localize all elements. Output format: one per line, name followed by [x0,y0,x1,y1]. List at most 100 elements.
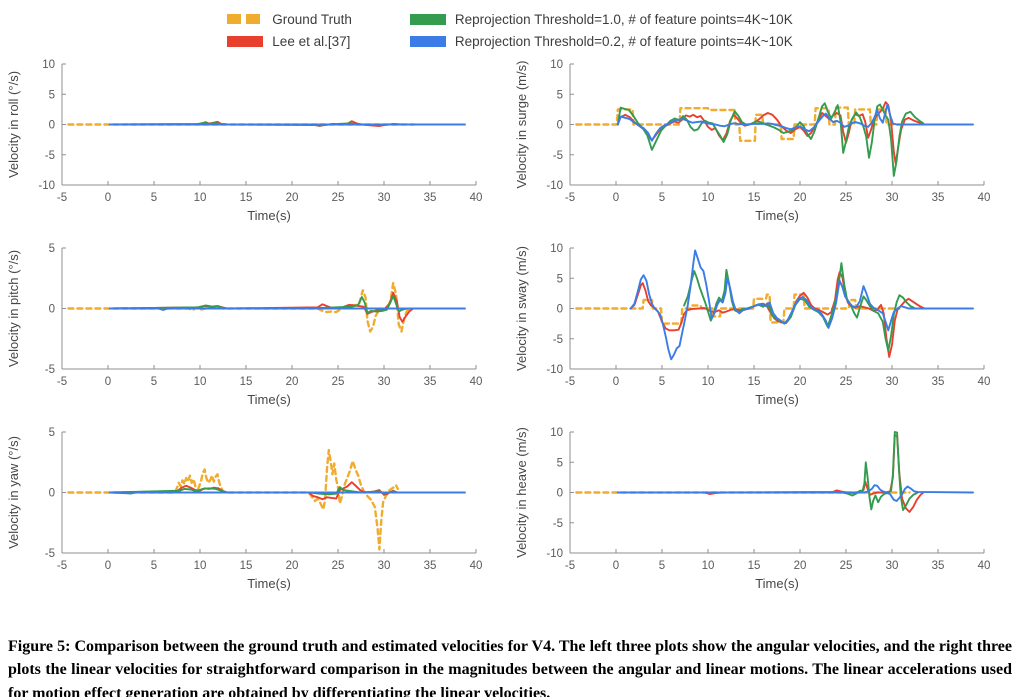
x-tick-label: 0 [613,192,619,204]
x-tick-label: 30 [886,560,899,572]
x-tick-label: 25 [840,192,853,204]
legend-label: Reprojection Threshold=1.0, # of feature… [454,11,793,27]
y-tick-label: 0 [557,120,563,132]
y-tick-label: 0 [49,120,55,132]
y-tick-label: 0 [49,488,55,500]
y-tick-label: 0 [49,304,55,316]
x-tick-label: 30 [886,192,899,204]
x-tick-label: 15 [240,560,253,572]
figure-legend: Ground Truth Lee et al.[37] Reprojection… [0,10,1020,50]
x-tick-label: 30 [378,560,391,572]
x-axis-label: Time(s) [247,208,291,223]
surge-plot: -5 0 5 10 15 20 25 30 35 40-10-50510Time(s)Veloci… [514,59,990,223]
chart-velocity-surge: -5 0 5 10 15 20 25 30 35 40 -10 -5 0 5 10 Time(s) Veloci… [510,56,1018,240]
y-tick-label: -5 [45,150,55,162]
x-tick-label: 10 [702,376,715,388]
legend-item-rt10: Reprojection Threshold=1.0, # of feature… [409,10,793,28]
x-tick-label: 40 [470,560,483,572]
x-tick-label: 35 [424,376,437,388]
x-tick-label: 20 [794,192,807,204]
x-tick-label: 40 [978,376,991,388]
x-tick-label: -5 [57,192,67,204]
y-axis-label: Velocity in pitch (°/s) [6,250,21,367]
roll-plot: -5 0 5 10 15 20 25 30 35 40-10-50510Time(s)Veloci… [6,59,482,223]
x-tick-label: 0 [105,192,111,204]
y-axis-label: Velocity in surge (m/s) [514,61,529,189]
figure-caption: Figure 5: Comparison between the ground … [8,638,1012,697]
x-tick-label: 20 [286,192,299,204]
x-tick-label: 15 [240,192,253,204]
x-tick-label: 5 [151,192,157,204]
y-tick-label: 5 [557,89,563,101]
series-line-gt [67,281,411,333]
x-tick-label: 15 [748,192,761,204]
x-tick-label: 25 [332,560,345,572]
solid-line-swatch-icon [227,35,264,47]
x-tick-label: -5 [565,192,575,204]
x-tick-label: -5 [565,376,575,388]
legend-label: Reprojection Threshold=0.2, # of feature… [454,33,793,49]
x-tick-label: 0 [105,376,111,388]
x-axis-label: Time(s) [247,392,291,407]
x-tick-label: 35 [932,560,945,572]
y-tick-label: 10 [550,427,563,439]
dash-segment-icon [246,14,261,24]
rt02-line-swatch [409,35,446,47]
series-line-rt02 [108,491,466,495]
x-tick-label: 35 [932,376,945,388]
x-tick-label: 5 [151,560,157,572]
y-tick-label: -10 [38,180,55,192]
legend-column-left: Ground Truth Lee et al.[37] [227,10,352,50]
x-tick-label: 10 [702,192,715,204]
chart-velocity-heave: -5 0 5 10 15 20 25 30 35 40 -10 -5 0 5 10 Time(s) Veloci… [510,424,1018,608]
legend-column-right: Reprojection Threshold=1.0, # of feature… [409,10,793,50]
x-tick-label: 25 [840,376,853,388]
y-tick-label: -5 [553,150,563,162]
x-tick-label: 5 [659,192,665,204]
x-tick-label: 30 [886,376,899,388]
rt10-line-swatch [409,13,446,25]
series-line-rt02 [616,103,974,142]
x-tick-label: 30 [378,376,391,388]
y-tick-label: -10 [546,364,563,376]
solid-line-swatch-icon [409,13,446,25]
y-tick-label: 5 [49,243,55,255]
y-axis-label: Velocity in heave (m/s) [514,427,529,558]
x-axis-label: Time(s) [247,576,291,591]
x-tick-label: -5 [565,560,575,572]
y-tick-label: -5 [553,518,563,530]
sway-plot: -5 0 5 10 15 20 25 30 35 40-10-50510Time(s)Veloci… [514,243,991,407]
y-tick-label: -10 [546,180,563,192]
series-line-gt [67,448,399,551]
x-tick-label: 10 [194,376,207,388]
ground-truth-dashed-swatch [227,14,263,24]
x-tick-label: 35 [424,192,437,204]
x-tick-label: -5 [57,376,67,388]
solid-line-swatch-icon [409,35,446,47]
x-tick-label: -5 [57,560,67,572]
x-axis-label: Time(s) [755,576,799,591]
series-line-rt02 [629,249,974,361]
x-tick-label: 20 [286,560,299,572]
x-tick-label: 15 [748,560,761,572]
y-tick-label: -5 [45,364,55,376]
y-axis-label: Velocity in sway (m/s) [514,246,529,371]
y-tick-label: 10 [550,243,563,255]
chart-velocity-pitch: -5 0 5 10 15 20 25 30 35 40 -5 0 5 Time(s) Velocity in… [2,240,510,424]
x-tick-label: 40 [470,376,483,388]
x-tick-label: 5 [659,376,665,388]
y-tick-label: 10 [550,59,563,71]
series-line-rt10 [108,294,417,314]
x-tick-label: 25 [332,376,345,388]
y-axis-label: Velocity in roll (°/s) [6,71,21,178]
series-line-gt [575,106,901,143]
y-tick-label: 5 [49,427,55,439]
x-axis-label: Time(s) [755,392,799,407]
x-tick-label: 10 [702,560,715,572]
legend-label: Lee et al.[37] [272,33,351,49]
pitch-plot: -5 0 5 10 15 20 25 30 35 40 -5 0 5 Time(s) Velocity in… [6,243,483,407]
legend-item-lee: Lee et al.[37] [227,32,352,50]
x-tick-label: 5 [659,560,665,572]
charts-grid: -5 0 5 10 15 20 25 30 35 40 -10 -5 0 5 10 Time(s) Veloci… [2,56,1018,608]
